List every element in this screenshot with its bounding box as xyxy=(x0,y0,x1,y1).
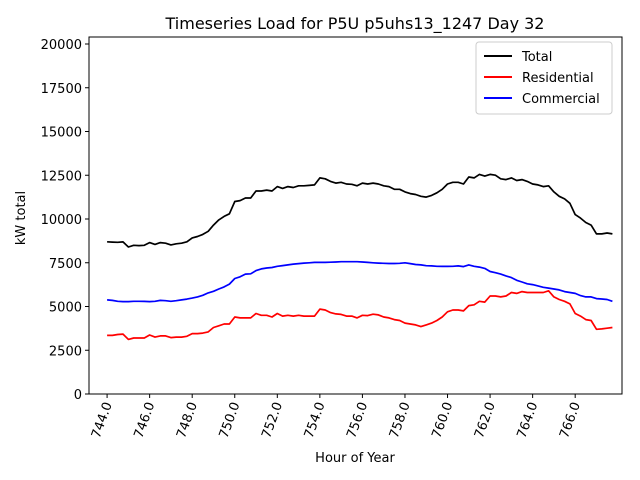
y-tick-label: 12500 xyxy=(41,169,82,184)
x-axis-label: Hour of Year xyxy=(315,451,395,466)
y-tick-label: 7500 xyxy=(49,257,82,272)
series-line-total xyxy=(107,173,613,248)
legend-box xyxy=(475,41,613,115)
y-axis: 0 2500 5000 7500 10000 12500 15000 17500 20000 xyxy=(41,38,89,403)
y-tick-label: 0 xyxy=(74,388,82,403)
series-layer xyxy=(107,173,613,341)
chart-title: Timeseries Load for P5U p5uhs13_1247 Day… xyxy=(165,14,545,34)
series-line-commercial xyxy=(107,260,613,303)
y-axis-label: kW total xyxy=(14,191,29,245)
y-tick-label: 20000 xyxy=(41,38,82,53)
y-tick-label: 5000 xyxy=(49,301,82,316)
legend: Total Residential Commercial xyxy=(475,41,613,115)
axes-frame xyxy=(88,36,623,395)
y-tick-label: 2500 xyxy=(49,344,82,359)
y-tick-label: 15000 xyxy=(41,126,82,141)
legend-label-residential: Residential xyxy=(522,71,594,86)
y-tick-label: 17500 xyxy=(41,82,82,97)
legend-label-commercial: Commercial xyxy=(522,92,600,107)
series-line-residential xyxy=(107,289,613,341)
legend-label-total: Total xyxy=(521,50,552,65)
y-tick-label: 10000 xyxy=(41,213,82,228)
